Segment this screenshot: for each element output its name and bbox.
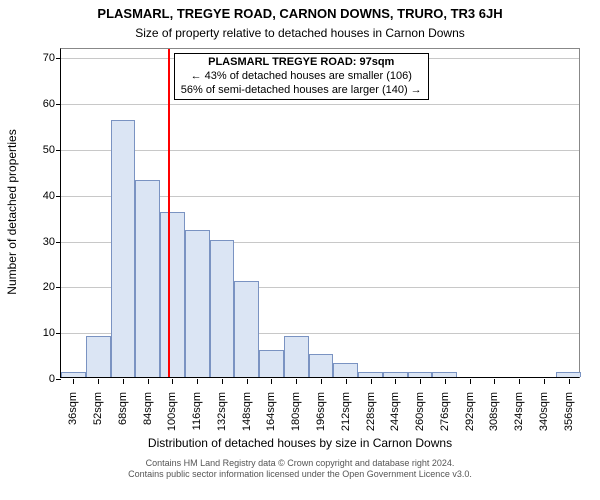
plot-area: 01020304050607036sqm52sqm68sqm84sqm100sq… <box>60 48 580 378</box>
x-tick-mark <box>519 379 520 384</box>
histogram-bar <box>135 180 160 377</box>
x-tick-mark <box>346 379 347 384</box>
y-tick-label: 30 <box>27 236 55 248</box>
footer-line1: Contains HM Land Registry data © Crown c… <box>0 458 600 469</box>
x-tick-mark <box>247 379 248 384</box>
x-tick-mark <box>271 379 272 384</box>
x-tick-mark <box>445 379 446 384</box>
x-tick-mark <box>395 379 396 384</box>
x-tick-mark <box>569 379 570 384</box>
property-marker-line <box>168 49 170 377</box>
y-tick-mark <box>56 287 61 288</box>
y-tick-mark <box>56 104 61 105</box>
y-tick-mark <box>56 242 61 243</box>
y-axis-title: Number of detached properties <box>5 47 19 377</box>
histogram-bar <box>234 281 259 377</box>
annotation-box: PLASMARL TREGYE ROAD: 97sqm← 43% of deta… <box>174 53 429 100</box>
histogram-bar <box>86 336 111 377</box>
x-tick-mark <box>494 379 495 384</box>
histogram-bar <box>556 372 581 377</box>
histogram-bar <box>61 372 86 377</box>
x-tick-mark <box>197 379 198 384</box>
histogram-bar <box>358 372 383 377</box>
x-tick-mark <box>123 379 124 384</box>
x-tick-mark <box>98 379 99 384</box>
histogram-bar <box>333 363 358 377</box>
histogram-bar <box>160 212 185 377</box>
annotation-line: 56% of semi-detached houses are larger (… <box>181 84 422 98</box>
y-tick-label: 70 <box>27 52 55 64</box>
x-tick-mark <box>470 379 471 384</box>
x-axis-title: Distribution of detached houses by size … <box>0 436 600 450</box>
x-tick-mark <box>73 379 74 384</box>
histogram-bar <box>284 336 309 377</box>
x-tick-mark <box>172 379 173 384</box>
x-tick-mark <box>321 379 322 384</box>
histogram-bar <box>408 372 433 377</box>
y-tick-mark <box>56 196 61 197</box>
footer-line2: Contains public sector information licen… <box>0 469 600 480</box>
histogram-bar <box>309 354 334 377</box>
y-tick-mark <box>56 333 61 334</box>
histogram-bar <box>210 240 235 378</box>
x-tick-mark <box>148 379 149 384</box>
x-tick-mark <box>296 379 297 384</box>
y-tick-mark <box>56 379 61 380</box>
y-tick-label: 0 <box>27 373 55 385</box>
y-tick-label: 50 <box>27 144 55 156</box>
histogram-bar <box>259 350 284 378</box>
annotation-line: PLASMARL TREGYE ROAD: 97sqm <box>181 56 422 70</box>
y-tick-mark <box>56 150 61 151</box>
y-tick-label: 40 <box>27 190 55 202</box>
x-tick-mark <box>544 379 545 384</box>
y-tick-mark <box>56 58 61 59</box>
y-tick-label: 60 <box>27 98 55 110</box>
histogram-chart: PLASMARL, TREGYE ROAD, CARNON DOWNS, TRU… <box>0 0 600 500</box>
chart-footer: Contains HM Land Registry data © Crown c… <box>0 458 600 480</box>
y-gridline <box>61 150 579 151</box>
y-gridline <box>61 104 579 105</box>
annotation-line: ← 43% of detached houses are smaller (10… <box>181 70 422 84</box>
x-tick-mark <box>371 379 372 384</box>
y-tick-label: 20 <box>27 281 55 293</box>
x-tick-mark <box>420 379 421 384</box>
x-tick-mark <box>222 379 223 384</box>
chart-title-line1: PLASMARL, TREGYE ROAD, CARNON DOWNS, TRU… <box>0 6 600 21</box>
histogram-bar <box>383 372 408 377</box>
y-tick-label: 10 <box>27 327 55 339</box>
chart-title-line2: Size of property relative to detached ho… <box>0 26 600 40</box>
histogram-bar <box>432 372 457 377</box>
histogram-bar <box>185 230 210 377</box>
histogram-bar <box>111 120 136 377</box>
